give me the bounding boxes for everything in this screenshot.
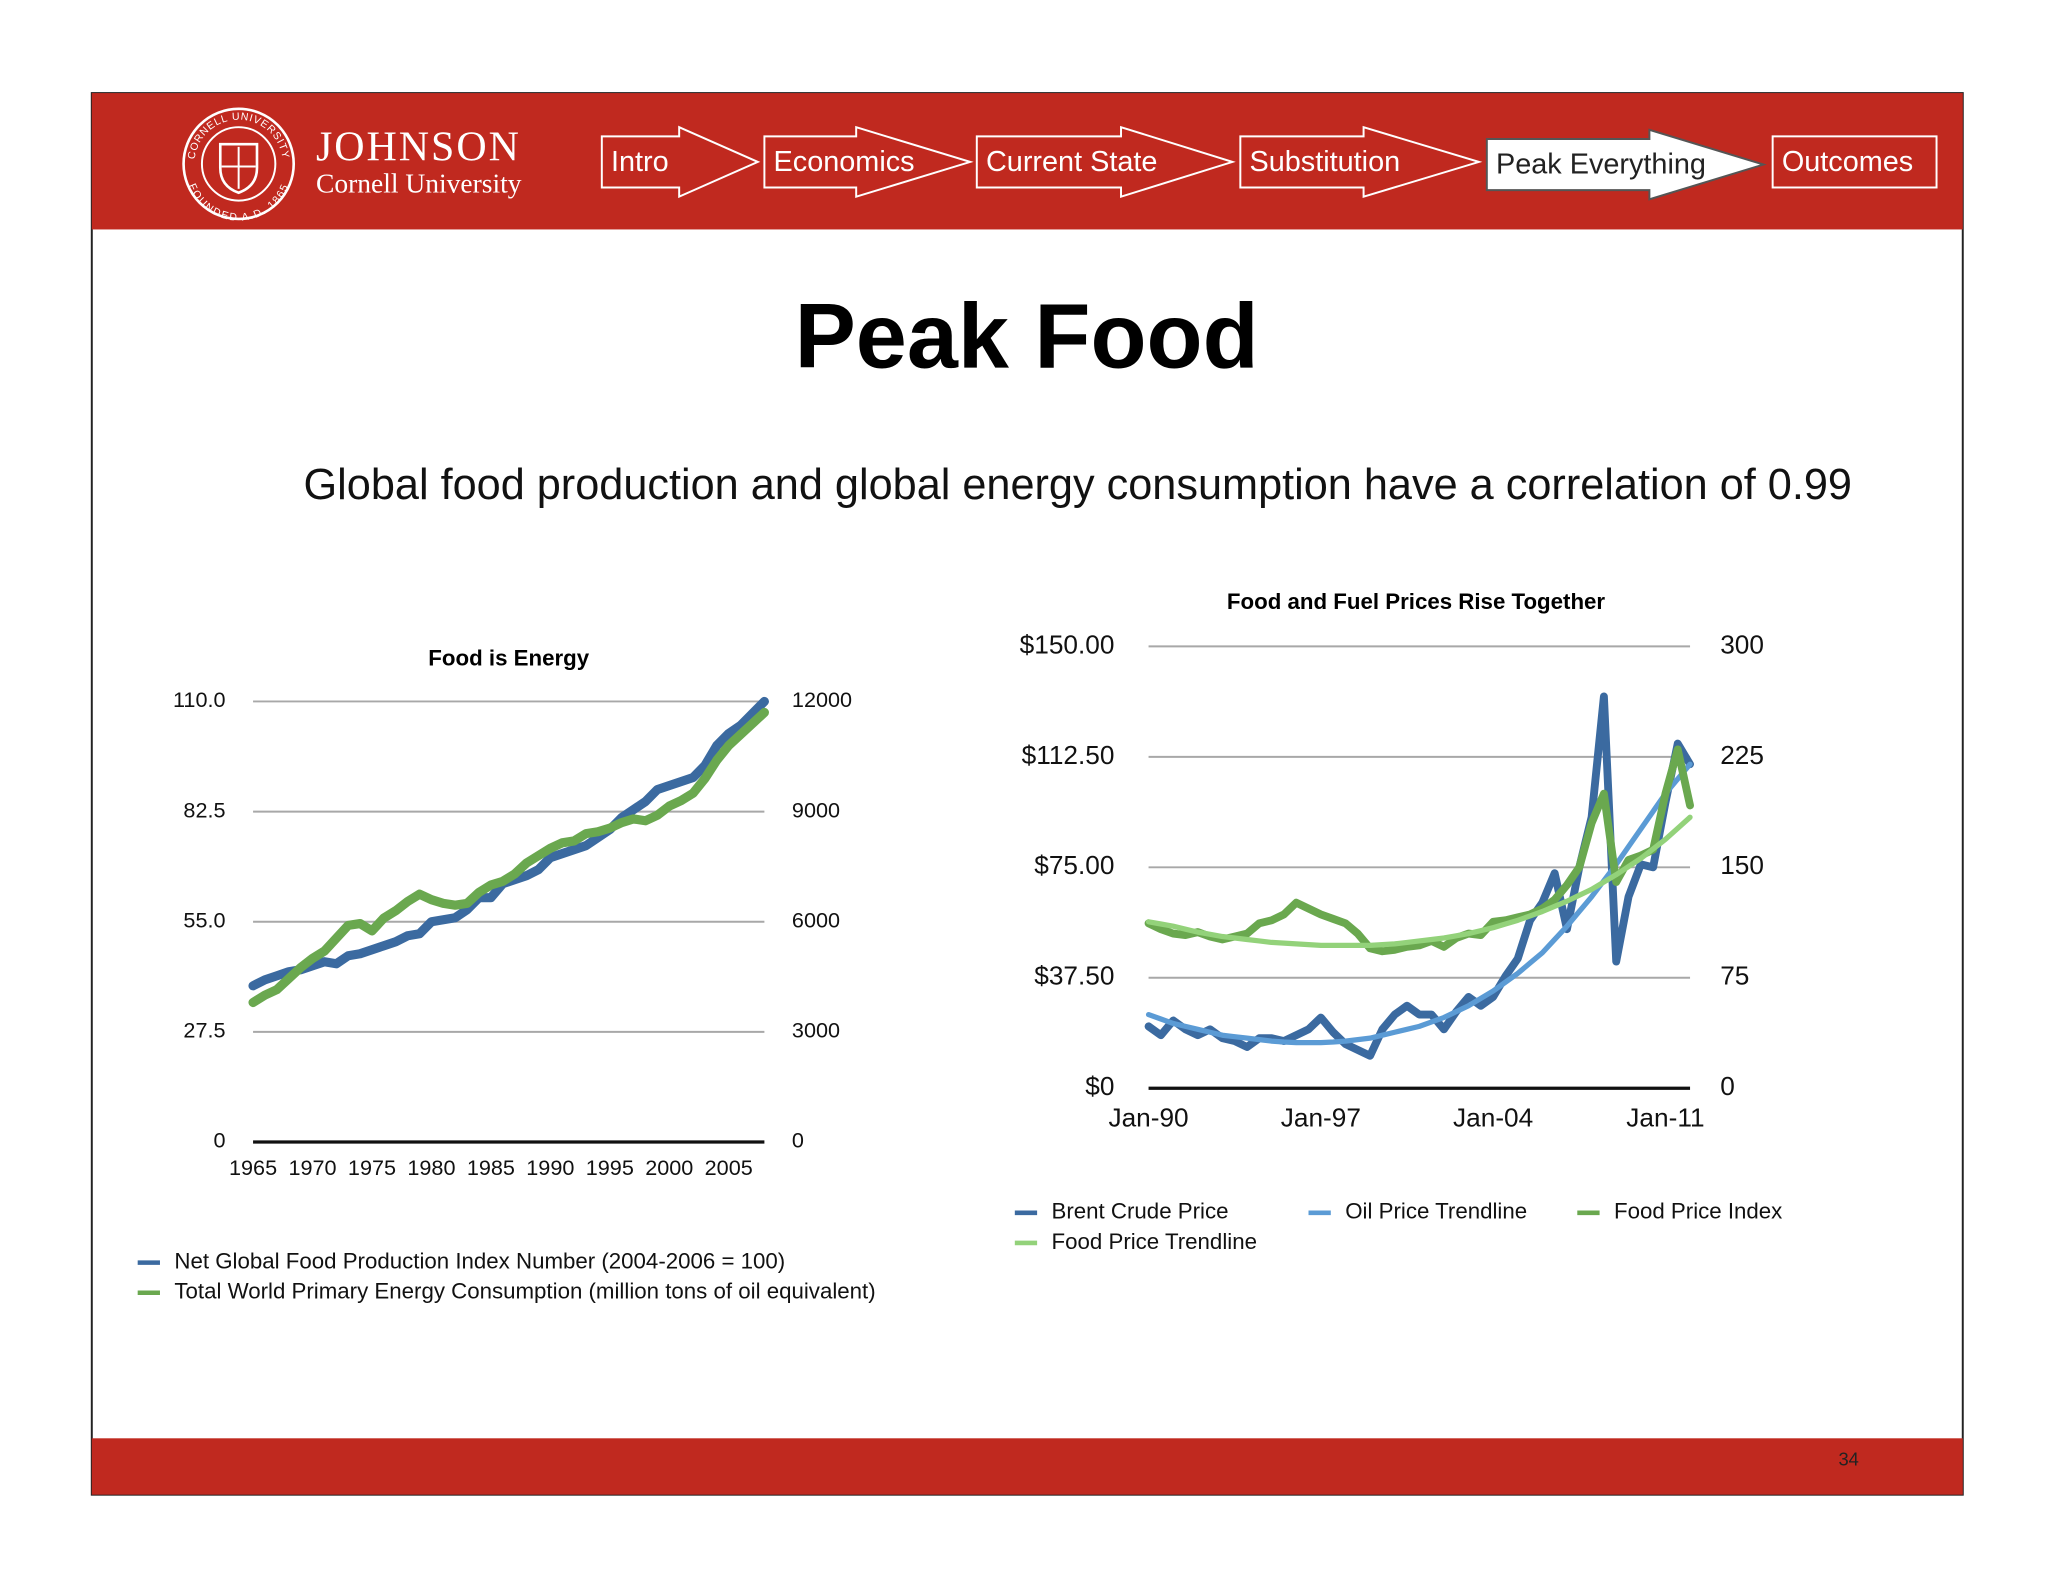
- series-line: [1144, 745, 1694, 956]
- nav-label[interactable]: Intro: [611, 146, 669, 178]
- slide-subtitle: Global food production and global energy…: [304, 461, 1852, 509]
- x-tick-label: 1995: [586, 1155, 634, 1180]
- x-tick-label: 1965: [229, 1155, 277, 1180]
- series-line: [248, 707, 769, 1008]
- legend-label: Food Price Trendline: [1052, 1229, 1257, 1254]
- nav-arrow[interactable]: [1485, 128, 1767, 201]
- nav-label[interactable]: Current State: [986, 146, 1157, 178]
- x-tick-label: 1970: [288, 1155, 336, 1180]
- y2-tick-label: 75: [1720, 961, 1749, 991]
- y2-tick-label: 9000: [792, 797, 840, 822]
- x-tick-label: Jan-04: [1453, 1103, 1533, 1133]
- nav-arrow[interactable]: [600, 125, 761, 199]
- legend-label: Net Global Food Production Index Number …: [174, 1249, 785, 1274]
- y-tick-label: $112.50: [1022, 740, 1115, 770]
- series-line: [1144, 692, 1694, 1060]
- chart-title: Food is Energy: [428, 645, 589, 670]
- nav-box[interactable]: [1771, 135, 1938, 189]
- y2-tick-label: 6000: [792, 907, 840, 932]
- nav-arrow[interactable]: [975, 125, 1236, 199]
- y-tick-label: 110.0: [173, 687, 226, 712]
- x-tick-label: 1980: [407, 1155, 455, 1180]
- nav-label[interactable]: Outcomes: [1782, 146, 1913, 178]
- chart-title: Food and Fuel Prices Rise Together: [1227, 589, 1606, 614]
- x-tick-label: Jan-90: [1108, 1103, 1188, 1133]
- y-tick-label: $75.00: [1034, 850, 1114, 880]
- seal-inner: [200, 126, 277, 202]
- y2-tick-label: 0: [1720, 1071, 1735, 1101]
- y-tick-label: $37.50: [1034, 961, 1114, 991]
- page-number: 34: [1838, 1448, 1858, 1469]
- x-tick-label: 2000: [645, 1155, 693, 1180]
- y2-tick-label: 0: [792, 1128, 804, 1153]
- nav-label[interactable]: Economics: [774, 146, 915, 178]
- nav-arrow[interactable]: [763, 125, 974, 198]
- y-tick-label: $150.00: [1020, 629, 1115, 659]
- y2-tick-label: 3000: [792, 1018, 840, 1043]
- y2-tick-label: 300: [1720, 629, 1764, 659]
- seal: CORNELL UNIVERSITY FOUNDED A.D. 1865: [182, 107, 296, 224]
- y2-tick-label: 12000: [792, 687, 852, 712]
- nav-label[interactable]: Substitution: [1250, 146, 1401, 178]
- seal-shield: [218, 142, 259, 195]
- slide-title: Peak Food: [795, 286, 1259, 388]
- nav-label[interactable]: Peak Everything: [1496, 148, 1706, 180]
- series-line: [1145, 814, 1693, 948]
- y-tick-label: 82.5: [183, 797, 225, 822]
- legend-label: Oil Price Trendline: [1345, 1199, 1527, 1224]
- y-tick-label: 55.0: [183, 907, 225, 932]
- university-name: Cornell University: [316, 167, 522, 198]
- x-tick-label: 1985: [467, 1155, 515, 1180]
- x-tick-label: 2005: [705, 1155, 753, 1180]
- y2-tick-label: 150: [1720, 850, 1764, 880]
- footer-band: [91, 1438, 1963, 1495]
- x-tick-label: 1975: [348, 1155, 396, 1180]
- y2-tick-label: 225: [1720, 740, 1764, 770]
- x-tick-label: 1990: [526, 1155, 574, 1180]
- school-name: JOHNSON: [316, 124, 521, 170]
- y-tick-label: $0: [1085, 1071, 1114, 1101]
- legend-label: Brent Crude Price: [1052, 1199, 1229, 1224]
- slide-frame: [90, 92, 1964, 1496]
- y-tick-label: 27.5: [183, 1018, 225, 1043]
- y-tick-label: 0: [213, 1128, 225, 1153]
- x-tick-label: Jan-97: [1281, 1103, 1361, 1133]
- x-tick-label: Jan-11: [1626, 1103, 1704, 1133]
- legend-label: Total World Primary Energy Consumption (…: [174, 1279, 875, 1304]
- nav-arrow[interactable]: [1239, 125, 1483, 198]
- legend-label: Food Price Index: [1614, 1199, 1782, 1224]
